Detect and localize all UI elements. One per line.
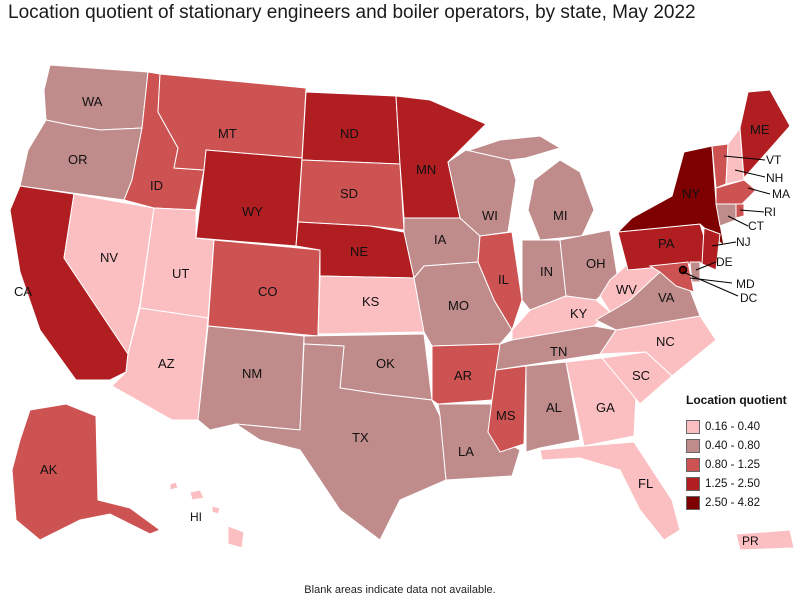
label-NE: NE	[350, 244, 368, 259]
state-NJ[interactable]	[701, 227, 721, 271]
label-RI: RI	[764, 205, 776, 219]
label-CO: CO	[258, 284, 278, 299]
footnote: Blank areas indicate data not available.	[304, 584, 496, 596]
label-KY: KY	[570, 306, 588, 321]
callout-lines	[682, 155, 771, 297]
label-UT: UT	[172, 266, 189, 281]
label-OH: OH	[586, 256, 606, 271]
label-NC: NC	[656, 334, 675, 349]
state-MI-upper[interactable]	[465, 135, 562, 161]
state-SD[interactable]	[297, 159, 405, 231]
label-OK: OK	[376, 356, 395, 371]
label-AZ: AZ	[158, 356, 175, 371]
legend-item: 0.40 - 0.80	[686, 436, 796, 455]
label-TX: TX	[352, 430, 369, 445]
label-SC: SC	[632, 368, 650, 383]
label-FL: FL	[638, 476, 653, 491]
label-NM: NM	[242, 366, 262, 381]
state-CT[interactable]	[715, 203, 737, 227]
state-AL[interactable]	[525, 361, 581, 453]
legend-item: 0.80 - 1.25	[686, 455, 796, 474]
label-PA: PA	[658, 236, 675, 251]
label-MT: MT	[218, 126, 237, 141]
legend-label: 1.25 - 2.50	[705, 477, 760, 490]
state-RI[interactable]	[735, 203, 745, 219]
legend-item: 0.16 - 0.40	[686, 417, 796, 436]
label-DC: DC	[740, 291, 758, 305]
label-MI: MI	[553, 208, 567, 223]
label-SD: SD	[340, 186, 358, 201]
label-GA: GA	[596, 400, 615, 415]
label-MS: MS	[496, 408, 516, 423]
label-IA: IA	[434, 232, 447, 247]
label-WA: WA	[82, 94, 103, 109]
state-HI[interactable]	[169, 481, 245, 549]
state-ME[interactable]	[739, 89, 791, 180]
legend-label: 0.40 - 0.80	[705, 439, 760, 452]
label-WI: WI	[482, 208, 498, 223]
label-AL: AL	[546, 400, 562, 415]
label-NJ: NJ	[736, 235, 751, 249]
label-ND: ND	[340, 126, 359, 141]
legend-label: 2.50 - 4.82	[705, 496, 760, 509]
label-KS: KS	[362, 294, 380, 309]
label-AR: AR	[454, 368, 472, 383]
label-MO: MO	[448, 298, 469, 313]
label-HI: HI	[190, 510, 202, 524]
label-NY: NY	[682, 186, 700, 201]
state-PR[interactable]	[735, 529, 795, 551]
legend-item: 2.50 - 4.82	[686, 493, 796, 512]
legend-swatch	[686, 495, 700, 510]
label-OR: OR	[68, 152, 88, 167]
legend-label: 0.16 - 0.40	[705, 420, 760, 433]
state-GA[interactable]	[565, 357, 637, 447]
label-DE: DE	[716, 255, 733, 269]
legend-item: 1.25 - 2.50	[686, 474, 796, 493]
state-AZ[interactable]	[111, 307, 209, 421]
label-WY: WY	[242, 204, 263, 219]
label-NH: NH	[766, 171, 783, 185]
legend-label: 0.80 - 1.25	[705, 458, 760, 471]
label-WV: WV	[616, 282, 637, 297]
label-NV: NV	[100, 250, 118, 265]
label-CT: CT	[748, 219, 765, 233]
map-title: Location quotient of stationary engineer…	[8, 2, 696, 23]
state-MI[interactable]	[527, 159, 595, 241]
state-TX[interactable]	[235, 343, 447, 541]
state-DC[interactable]	[678, 265, 688, 275]
state-NV[interactable]	[63, 193, 155, 356]
label-VA: VA	[658, 290, 675, 305]
label-ME: ME	[750, 122, 770, 137]
legend-swatch	[686, 419, 700, 434]
legend-title: Location quotient	[686, 393, 787, 407]
label-CA: CA	[14, 284, 32, 299]
state-WY[interactable]	[195, 149, 303, 247]
label-AK: AK	[40, 462, 58, 477]
label-VT: VT	[766, 153, 782, 167]
label-IN: IN	[540, 264, 553, 279]
label-MD: MD	[736, 277, 755, 291]
legend: Location quotient 0.16 - 0.40 0.40 - 0.8…	[686, 393, 796, 512]
state-AK[interactable]	[11, 403, 162, 541]
label-MA: MA	[772, 187, 790, 201]
legend-swatch	[686, 438, 700, 453]
label-PR: PR	[742, 534, 759, 548]
label-TN: TN	[550, 344, 567, 359]
legend-swatch	[686, 457, 700, 472]
legend-swatch	[686, 476, 700, 491]
state-AR[interactable]	[431, 343, 501, 405]
state-MA[interactable]	[715, 179, 757, 205]
label-MN: MN	[416, 162, 436, 177]
label-LA: LA	[458, 444, 474, 459]
label-ID: ID	[150, 178, 163, 193]
state-FL[interactable]	[539, 441, 681, 541]
label-IL: IL	[498, 272, 509, 287]
